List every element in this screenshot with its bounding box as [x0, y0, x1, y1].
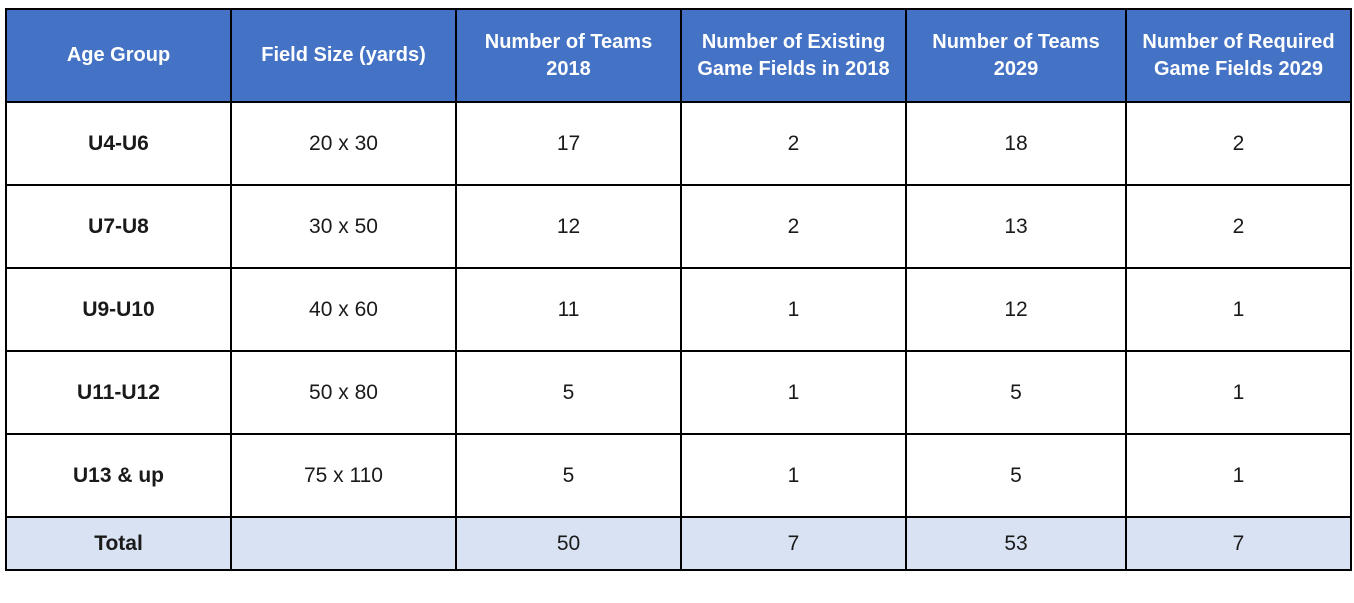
cell-teams-2018: 11: [455, 267, 682, 352]
cell-field-size: 20 x 30: [230, 101, 457, 186]
cell-total-field-size: [230, 516, 457, 571]
header-cell-required-fields-2029: Number of Required Game Fields 2029: [1125, 8, 1352, 103]
table-row-u13-up: U13 & up 75 x 110 5 1 5 1: [5, 433, 1352, 518]
cell-teams-2029: 5: [905, 350, 1127, 435]
header-cell-field-size: Field Size (yards): [230, 8, 457, 103]
table-row-u9-u10: U9-U10 40 x 60 11 1 12 1: [5, 267, 1352, 352]
cell-existing-fields-2018: 1: [680, 350, 907, 435]
cell-required-fields-2029: 1: [1125, 267, 1352, 352]
table-row-total: Total 50 7 53 7: [5, 516, 1352, 571]
cell-teams-2029: 13: [905, 184, 1127, 269]
cell-field-size: 30 x 50: [230, 184, 457, 269]
header-row: Age Group Field Size (yards) Number of T…: [5, 8, 1352, 103]
table-row-u7-u8: U7-U8 30 x 50 12 2 13 2: [5, 184, 1352, 269]
cell-age-group: U11-U12: [5, 350, 232, 435]
cell-age-group: U7-U8: [5, 184, 232, 269]
cell-teams-2029: 18: [905, 101, 1127, 186]
cell-field-size: 50 x 80: [230, 350, 457, 435]
cell-existing-fields-2018: 2: [680, 101, 907, 186]
table-row-u4-u6: U4-U6 20 x 30 17 2 18 2: [5, 101, 1352, 186]
cell-existing-fields-2018: 1: [680, 433, 907, 518]
cell-age-group: U4-U6: [5, 101, 232, 186]
cell-teams-2018: 5: [455, 350, 682, 435]
table-row-u11-u12: U11-U12 50 x 80 5 1 5 1: [5, 350, 1352, 435]
cell-existing-fields-2018: 2: [680, 184, 907, 269]
cell-total-teams-2018: 50: [455, 516, 682, 571]
header-cell-existing-fields-2018: Number of Existing Game Fields in 2018: [680, 8, 907, 103]
cell-age-group: U13 & up: [5, 433, 232, 518]
cell-teams-2018: 12: [455, 184, 682, 269]
cell-teams-2018: 17: [455, 101, 682, 186]
cell-age-group: U9-U10: [5, 267, 232, 352]
cell-total-existing-fields-2018: 7: [680, 516, 907, 571]
header-cell-teams-2029: Number of Teams 2029: [905, 8, 1127, 103]
cell-required-fields-2029: 2: [1125, 184, 1352, 269]
cell-required-fields-2029: 1: [1125, 433, 1352, 518]
cell-total-label: Total: [5, 516, 232, 571]
header-cell-age-group: Age Group: [5, 8, 232, 103]
cell-total-teams-2029: 53: [905, 516, 1127, 571]
cell-required-fields-2029: 1: [1125, 350, 1352, 435]
cell-required-fields-2029: 2: [1125, 101, 1352, 186]
header-cell-teams-2018: Number of Teams 2018: [455, 8, 682, 103]
cell-teams-2029: 12: [905, 267, 1127, 352]
cell-total-required-fields-2029: 7: [1125, 516, 1352, 571]
cell-teams-2029: 5: [905, 433, 1127, 518]
cell-field-size: 75 x 110: [230, 433, 457, 518]
game-fields-table: Age Group Field Size (yards) Number of T…: [5, 8, 1352, 571]
cell-teams-2018: 5: [455, 433, 682, 518]
cell-field-size: 40 x 60: [230, 267, 457, 352]
cell-existing-fields-2018: 1: [680, 267, 907, 352]
